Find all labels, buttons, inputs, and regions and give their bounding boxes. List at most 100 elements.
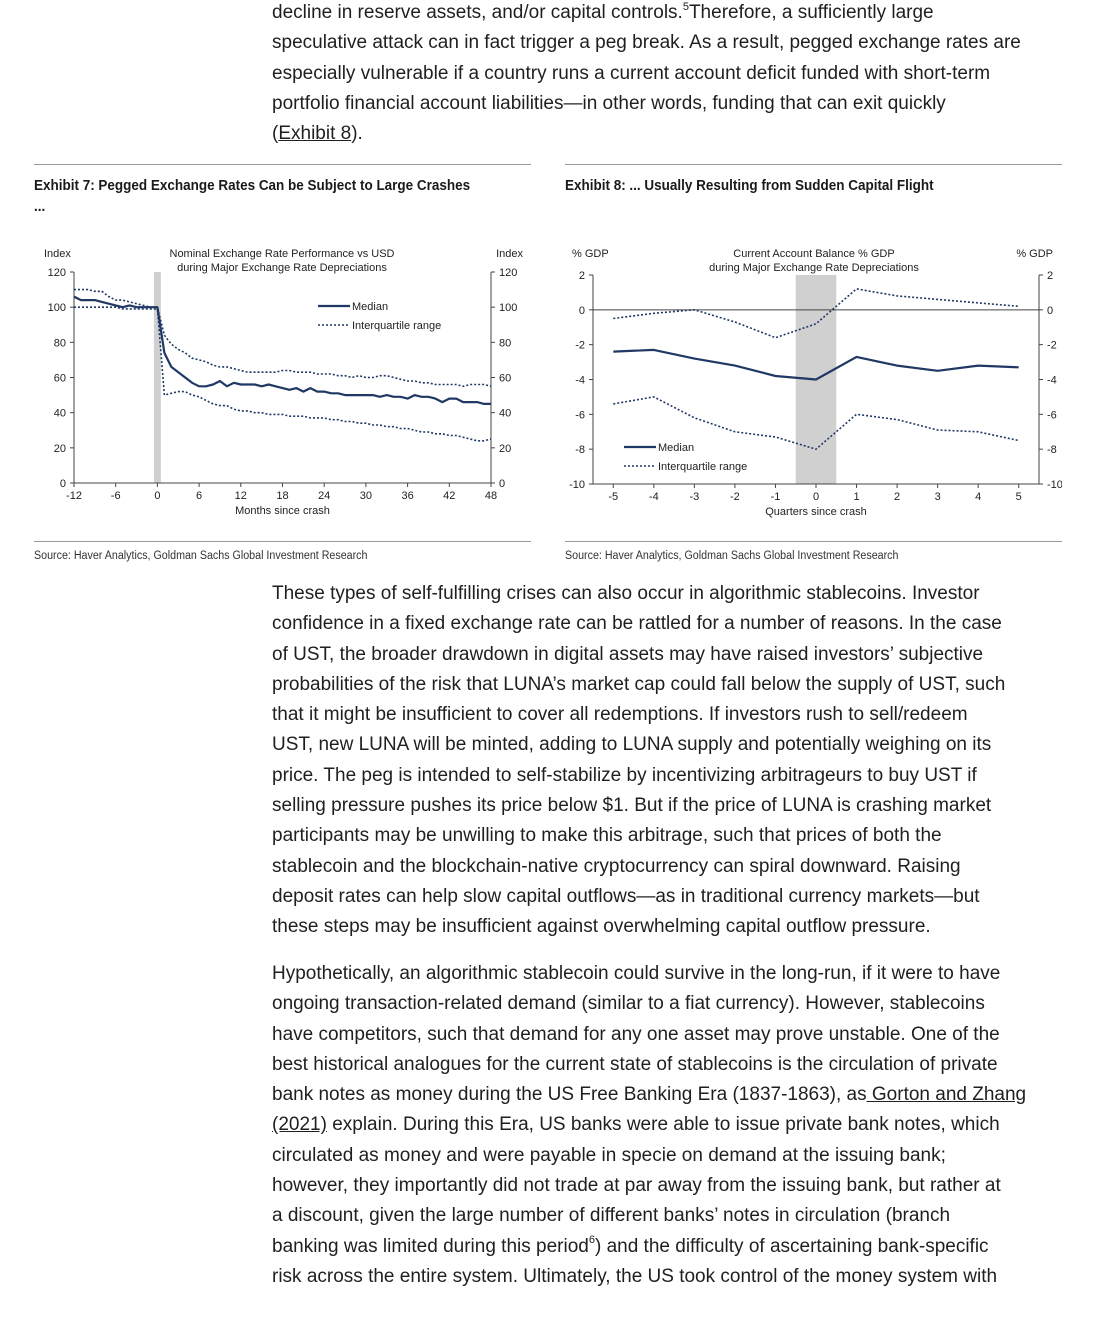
legend-label-interquartile: Interquartile range xyxy=(658,461,747,473)
x-tick-label: -5 xyxy=(608,491,618,503)
x-tick-label: -3 xyxy=(689,491,699,503)
y-tick-label-right: 0 xyxy=(1047,305,1053,317)
y-tick-label-right: 60 xyxy=(499,373,511,385)
y-tick-label-left: 20 xyxy=(54,443,66,455)
text-line: that it might be insufficient to cover a… xyxy=(272,704,968,726)
y-tick-label-right: 120 xyxy=(499,267,517,279)
text-line: speculative attack can in fact trigger a… xyxy=(272,32,1021,54)
text-line: risk across the entire system. Ultimatel… xyxy=(272,1265,998,1287)
text-line: probabilities of the risk that LUNA’s ma… xyxy=(272,673,1006,695)
text-fragment: explain. During this Era, US banks were … xyxy=(326,1114,1000,1136)
x-tick-label: -4 xyxy=(649,491,659,503)
text-line: portfolio financial account liabilities—… xyxy=(272,92,946,114)
text-line: however, they importantly did not trade … xyxy=(272,1175,1001,1197)
paragraph-1: These types of self-fulfilling crises ca… xyxy=(272,579,1072,943)
x-tick-label: 2 xyxy=(894,491,900,503)
text-line: deposit rates can help slow capital outf… xyxy=(272,885,980,907)
exhibit8-top-rule xyxy=(565,164,1062,165)
legend-label-median: Median xyxy=(352,301,388,313)
y-axis-title-right: Index xyxy=(496,248,523,260)
x-tick-label: 0 xyxy=(813,491,819,503)
y-tick-label-right: 40 xyxy=(499,408,511,420)
x-tick-label: 12 xyxy=(235,490,247,502)
x-axis-title: Quarters since crash xyxy=(765,506,866,518)
y-tick-label-left: -10 xyxy=(569,479,585,491)
gorton-zhang-link-year[interactable]: (2021) xyxy=(272,1114,327,1136)
chart-title: Nominal Exchange Rate Performance vs USD xyxy=(170,248,395,260)
y-tick-label-right: 0 xyxy=(499,478,505,490)
text-fragment: ) and the difficulty of ascertaining ban… xyxy=(594,1235,989,1257)
x-tick-label: 30 xyxy=(360,490,372,502)
exhibit7-top-rule xyxy=(34,164,531,165)
text-line: Therefore, a sufficiently large xyxy=(688,2,934,23)
footnote-ref[interactable]: 6 xyxy=(588,1234,595,1247)
paragraph-2: Hypothetically, an algorithmic stablecoi… xyxy=(272,959,1072,1292)
text-fragment: bank notes as money during the US Free B… xyxy=(272,1084,867,1106)
crash-period-shade xyxy=(153,272,161,483)
x-tick-label: 42 xyxy=(443,490,455,502)
text-line: participants may be unwilling to make th… xyxy=(272,825,942,847)
exhibit7-bottom-rule xyxy=(34,541,531,542)
x-axis-title: Months since crash xyxy=(235,505,330,517)
text-fragment: ). xyxy=(351,123,363,145)
interquartile-lower-line xyxy=(74,306,492,442)
exhibit8-title: Exhibit 8: ... Usually Resulting from Su… xyxy=(565,178,934,194)
chart-subtitle: during Major Exchange Rate Depreciations xyxy=(709,262,919,274)
median-series-line xyxy=(73,295,491,405)
x-tick-label: -1 xyxy=(771,491,781,503)
y-tick-label-left: 120 xyxy=(48,267,66,279)
y-tick-label-right: 100 xyxy=(499,302,517,314)
chart-subtitle: during Major Exchange Rate Depreciations xyxy=(177,262,387,274)
y-tick-label-left: 0 xyxy=(579,305,585,317)
legend-label-interquartile: Interquartile range xyxy=(352,320,441,332)
gorton-zhang-link[interactable]: Gorton and Zhang xyxy=(866,1084,1027,1106)
y-tick-label-right: 20 xyxy=(499,443,511,455)
y-tick-label-right: -8 xyxy=(1047,444,1057,456)
text-line: These types of self-fulfilling crises ca… xyxy=(272,583,980,604)
x-tick-label: 18 xyxy=(276,490,288,502)
text-line: ongoing transaction-related demand (simi… xyxy=(272,993,985,1015)
text-fragment: ( xyxy=(272,123,279,145)
exhibit7-title-continued: ... xyxy=(34,199,46,215)
text-line: best historical analogues for the curren… xyxy=(272,1053,998,1075)
footnote-ref[interactable]: 5 xyxy=(682,0,689,13)
text-line: decline in reserve assets, and/or capita… xyxy=(272,2,683,23)
x-tick-label: 5 xyxy=(1016,491,1022,503)
exhibit-8-link[interactable]: Exhibit 8 xyxy=(278,123,352,145)
y-tick-label-right: 80 xyxy=(499,337,511,349)
top-paragraph: decline in reserve assets, and/or capita… xyxy=(272,0,1072,149)
y-axis-title-right: % GDP xyxy=(1016,248,1053,260)
text-line: a discount, given the large number of di… xyxy=(272,1205,951,1227)
y-tick-label-left: -4 xyxy=(575,375,585,387)
y-tick-label-left: -2 xyxy=(575,340,585,352)
legend-label-median: Median xyxy=(658,442,694,454)
median-series-line xyxy=(613,348,1019,381)
text-line: selling pressure pushes its price below … xyxy=(272,795,992,817)
y-tick-label-right: 2 xyxy=(1047,270,1053,282)
y-axis-title-left: % GDP xyxy=(572,248,609,260)
exhibit8-source: Source: Haver Analytics, Goldman Sachs G… xyxy=(565,550,899,562)
y-tick-label-left: 60 xyxy=(54,373,66,385)
exhibit7-title: Exhibit 7: Pegged Exchange Rates Can be … xyxy=(34,178,471,194)
y-tick-label-left: 40 xyxy=(54,408,66,420)
x-tick-label: 4 xyxy=(975,491,981,503)
text-line: confidence in a fixed exchange rate can … xyxy=(272,613,1002,635)
x-tick-label: 0 xyxy=(154,490,160,502)
y-tick-label-left: 2 xyxy=(579,270,585,282)
y-tick-label-left: 80 xyxy=(54,337,66,349)
interquartile-lower-line xyxy=(613,396,1019,450)
exhibit7-source: Source: Haver Analytics, Goldman Sachs G… xyxy=(34,550,368,562)
y-tick-label-left: -6 xyxy=(575,409,585,421)
y-tick-label-right: -4 xyxy=(1047,375,1057,387)
y-tick-label-right: -10 xyxy=(1047,479,1062,491)
x-tick-label: 1 xyxy=(853,491,859,503)
text-line: stablecoin and the blockchain-native cry… xyxy=(272,855,961,877)
y-tick-label-right: -2 xyxy=(1047,340,1057,352)
y-tick-label-left: -8 xyxy=(575,444,585,456)
text-line: especially vulnerable if a country runs … xyxy=(272,62,991,84)
x-tick-label: -12 xyxy=(66,490,82,502)
text-fragment: banking was limited during this period xyxy=(272,1235,589,1257)
exhibit7-chart: 0 0 20 20 40 40 60 60 80 80 100 100 120 120 -12 -6 0 6 12 1… xyxy=(44,248,523,517)
x-tick-label: 36 xyxy=(401,490,413,502)
text-line: these steps may be insufficient against … xyxy=(272,916,931,938)
